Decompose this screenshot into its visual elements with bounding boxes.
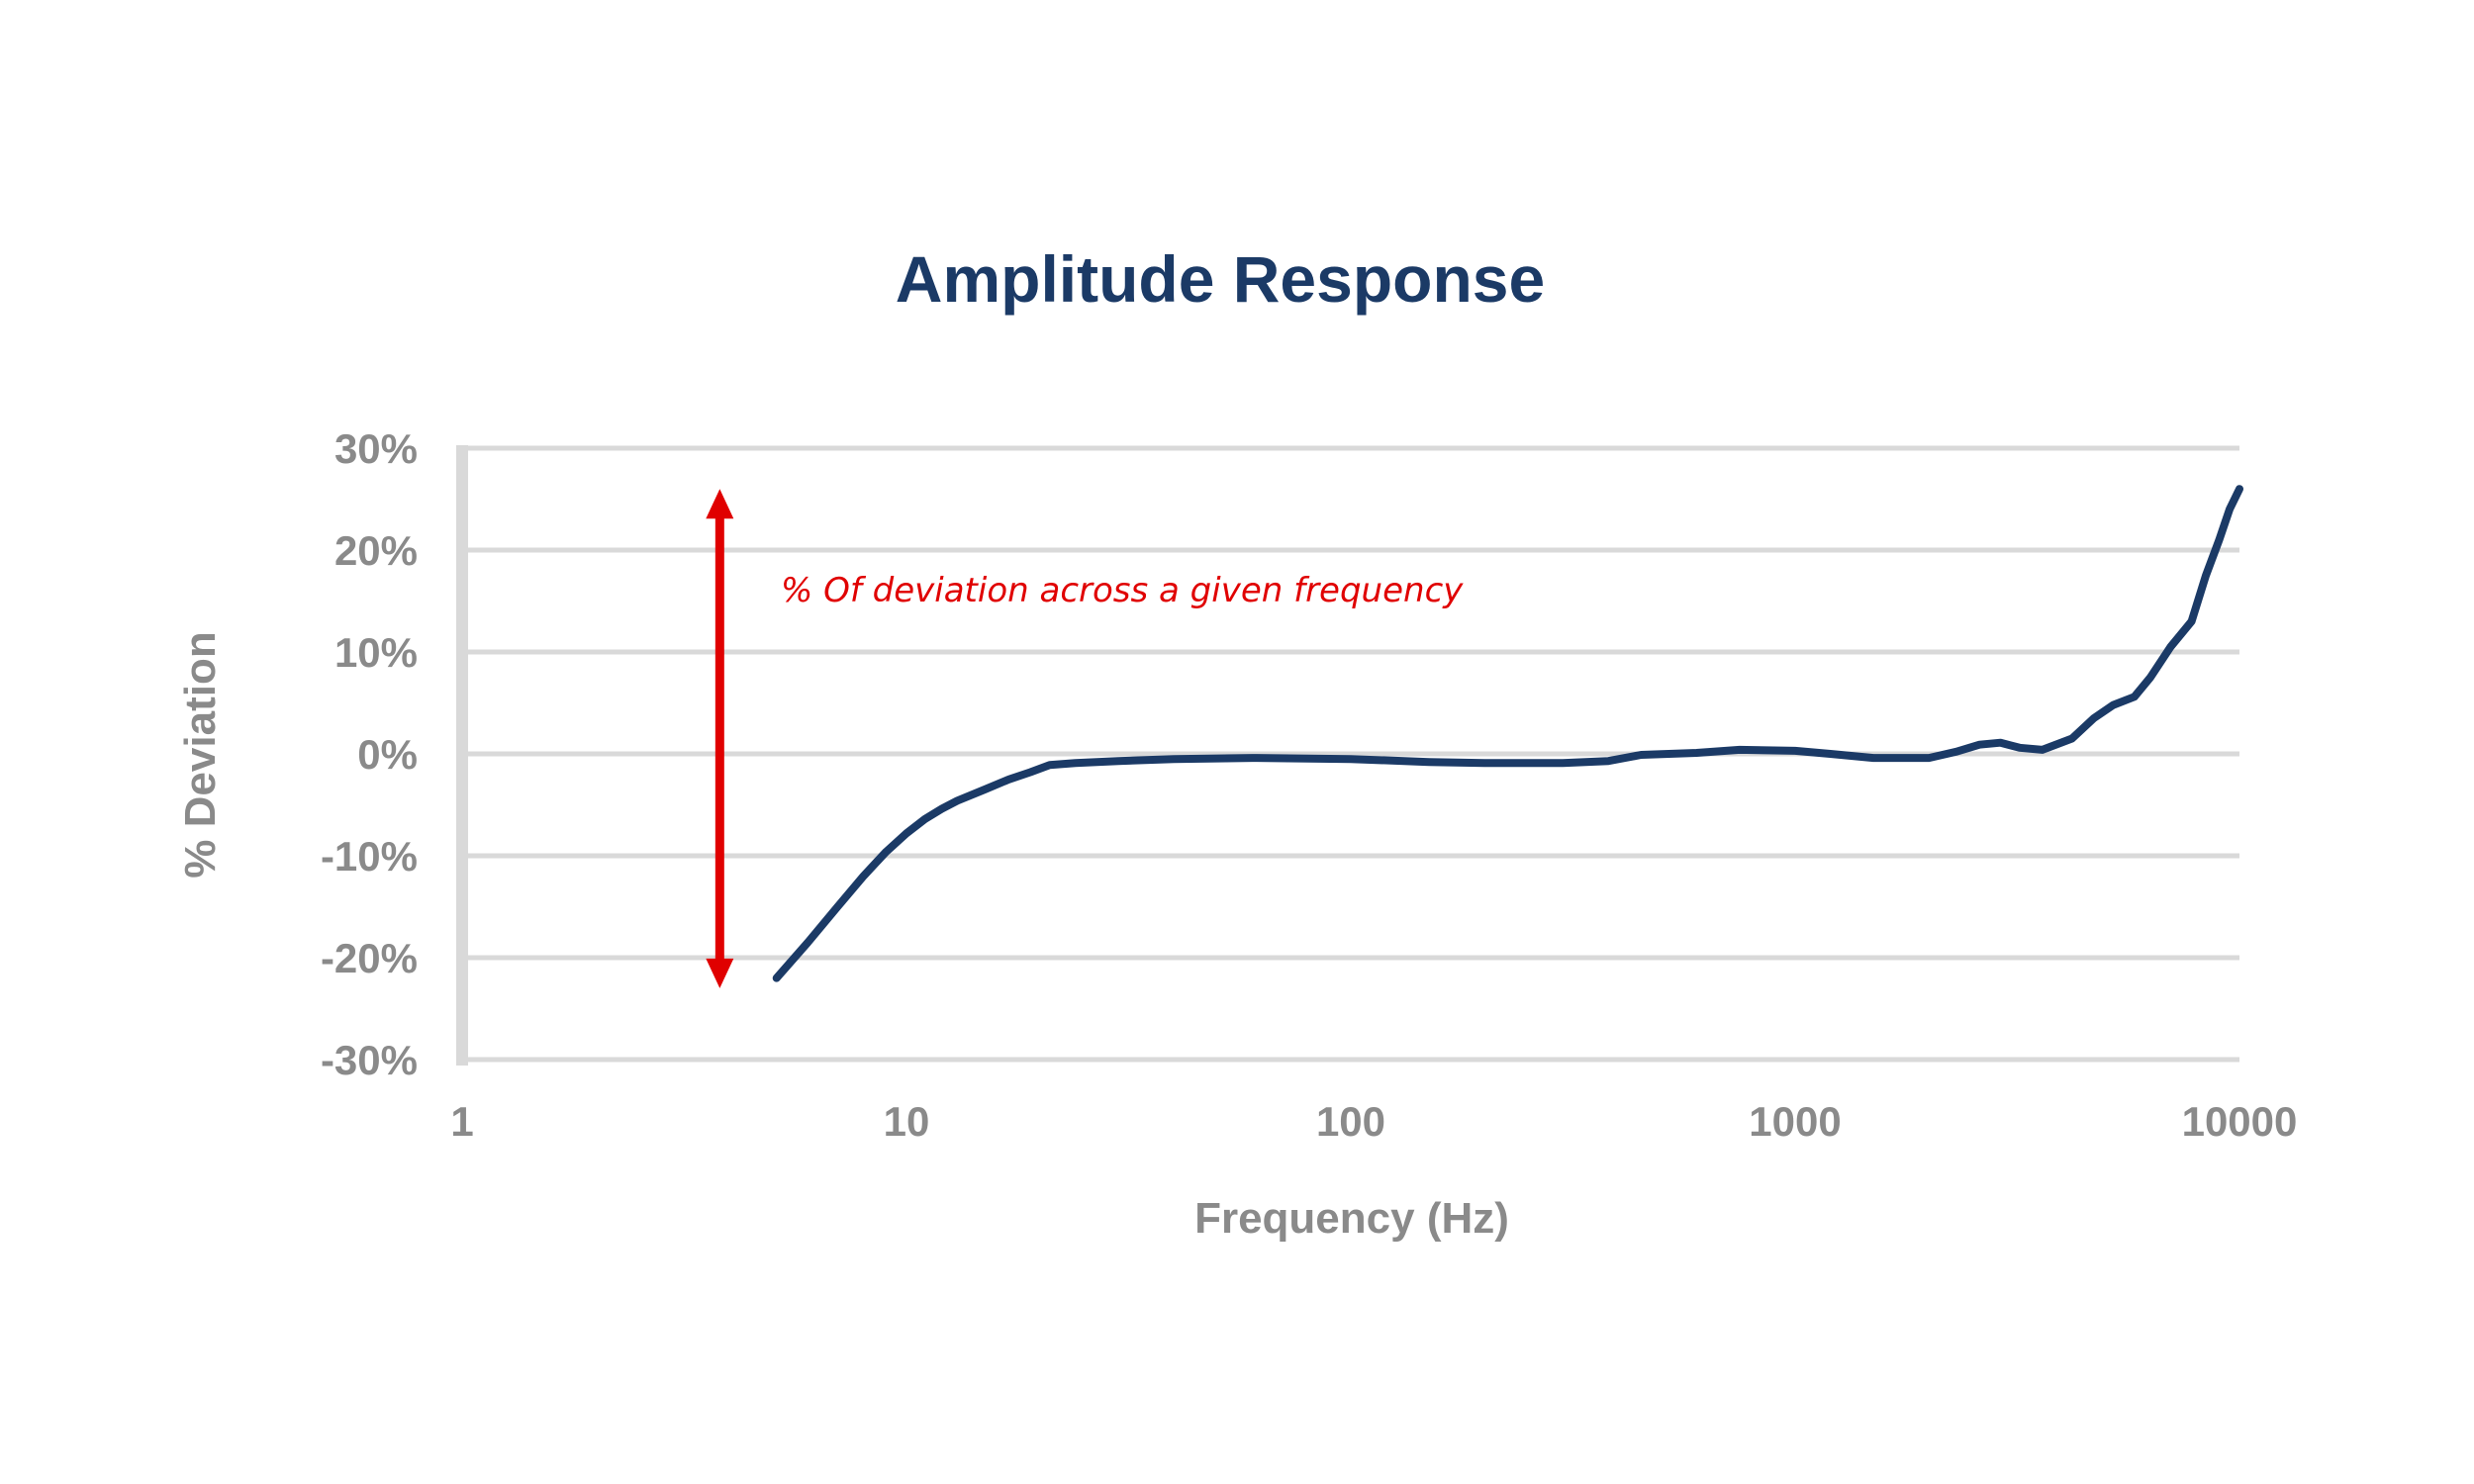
y-tick-label: 0% xyxy=(357,731,418,778)
y-tick-label: -30% xyxy=(321,1037,418,1083)
axes xyxy=(456,445,2239,1066)
y-tick-label: -20% xyxy=(321,935,418,981)
y-tick-label: 30% xyxy=(334,425,418,472)
x-tick-label: 1000 xyxy=(1749,1098,1841,1145)
x-tick-label: 10000 xyxy=(2182,1098,2298,1145)
x-tick-label: 1 xyxy=(450,1098,473,1145)
y-tick-label: 20% xyxy=(334,527,418,574)
y-tick-label: 10% xyxy=(334,629,418,676)
annotation-text: % Of deviation across a given frequency xyxy=(781,571,1464,610)
chart-title: Amplitude Response xyxy=(896,242,1545,316)
series-layer xyxy=(772,485,2243,982)
annotation-arrow-head-up xyxy=(706,489,734,519)
series-line xyxy=(772,485,2243,982)
tick-labels: 30% 20% 10% 0% -10% -20% -30% 1 10 100 1000 10000 xyxy=(321,425,2297,1145)
y-axis-label: % Deviation xyxy=(176,631,225,878)
deviation-annotation: % Of deviation across a given frequency xyxy=(706,489,1464,988)
x-axis-label: Frequency (Hz) xyxy=(1194,1194,1509,1243)
annotation-arrow-head-down xyxy=(706,958,734,988)
y-tick-label: -10% xyxy=(321,833,418,880)
x-tick-label: 100 xyxy=(1316,1098,1385,1145)
x-tick-label: 10 xyxy=(884,1098,930,1145)
